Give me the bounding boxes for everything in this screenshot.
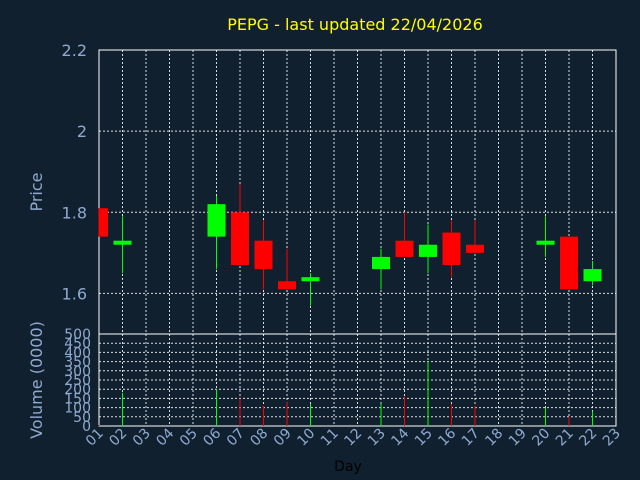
candle-body bbox=[372, 256, 390, 270]
x-tick-label: 08 bbox=[247, 426, 271, 450]
volume-y-tick-label: 400 bbox=[64, 345, 91, 361]
candle-body bbox=[99, 208, 108, 237]
candle bbox=[372, 248, 390, 290]
volume-y-tick-label: 450 bbox=[64, 336, 91, 352]
candle bbox=[207, 196, 226, 270]
price-y-tick-label: 1.6 bbox=[62, 284, 87, 303]
x-tick-label: 06 bbox=[200, 425, 224, 449]
x-tick-label: 07 bbox=[224, 426, 248, 450]
price-y-ticks: 2.2 2 1.8 1.6 bbox=[62, 41, 87, 303]
price-axis-label: Price bbox=[27, 172, 46, 211]
x-tick-label: 03 bbox=[130, 426, 154, 450]
volume-axis-label: Volume (0000) bbox=[27, 321, 46, 439]
chart-title: PEPG - last updated 22/04/2026 bbox=[227, 15, 483, 34]
candle bbox=[231, 183, 249, 266]
candle bbox=[466, 220, 484, 253]
candle bbox=[395, 212, 414, 257]
candle-body bbox=[301, 277, 320, 282]
x-tick-label: 10 bbox=[294, 426, 318, 450]
x-tick-label: 12 bbox=[341, 426, 365, 450]
candle bbox=[583, 260, 602, 286]
volume-y-tick-label: 300 bbox=[64, 364, 91, 380]
candle bbox=[419, 224, 437, 274]
candle bbox=[113, 216, 132, 274]
x-tick-label: 15 bbox=[412, 426, 436, 450]
volume-y-tick-label: 150 bbox=[64, 391, 91, 407]
candle bbox=[442, 220, 461, 278]
candle bbox=[536, 216, 555, 257]
x-tick-label: 17 bbox=[459, 426, 483, 450]
x-axis-label: Day bbox=[334, 459, 362, 475]
x-tick-label: 23 bbox=[600, 426, 624, 450]
volume-y-tick-label: 350 bbox=[64, 355, 91, 371]
candle-body bbox=[536, 240, 555, 245]
candle bbox=[560, 236, 578, 290]
candle-body bbox=[207, 204, 226, 237]
candle bbox=[301, 273, 320, 306]
volume-y-tick-label: 100 bbox=[64, 401, 91, 417]
x-tick-label: 16 bbox=[435, 425, 459, 449]
volume-y-tick-label: 0 bbox=[82, 419, 91, 435]
x-tick-label: 19 bbox=[506, 426, 530, 450]
price-y-tick-label: 1.8 bbox=[62, 203, 87, 222]
x-ticks: 01 02 03 04 05 06 07 08 09 10 11 12 13 14 15 16 17 18 19 20… bbox=[83, 425, 624, 449]
candle bbox=[278, 248, 296, 290]
candle-body bbox=[560, 236, 578, 290]
candle-body bbox=[231, 212, 249, 266]
candle-body bbox=[583, 269, 602, 282]
x-tick-label: 21 bbox=[553, 426, 577, 450]
volume-y-tick-label: 200 bbox=[64, 382, 91, 398]
candle bbox=[254, 220, 273, 290]
x-tick-label: 22 bbox=[576, 426, 600, 450]
candle bbox=[98, 208, 108, 237]
x-tick-label: 20 bbox=[529, 426, 553, 450]
x-tick-label: 18 bbox=[482, 426, 506, 450]
x-tick-label: 09 bbox=[271, 426, 295, 450]
price-y-tick-label: 2 bbox=[77, 122, 87, 141]
candles bbox=[98, 183, 602, 306]
volume-y-tick-label: 50 bbox=[73, 410, 91, 426]
price-grid bbox=[99, 49, 617, 334]
x-tick-label: 04 bbox=[153, 425, 177, 449]
candle-body bbox=[419, 244, 437, 257]
candle-body bbox=[442, 232, 461, 266]
x-tick-label: 02 bbox=[106, 426, 130, 450]
volume-grid bbox=[99, 333, 617, 427]
volume-y-tick-label: 250 bbox=[64, 373, 91, 389]
volume-y-tick-label: 500 bbox=[64, 327, 91, 343]
x-tick-label: 13 bbox=[365, 426, 389, 450]
candle-body bbox=[395, 240, 414, 257]
x-tick-label: 11 bbox=[318, 426, 342, 450]
volume-bars bbox=[98, 361, 593, 426]
price-y-tick-label: 2.2 bbox=[62, 41, 87, 60]
candle-body bbox=[113, 240, 132, 245]
x-tick-label: 05 bbox=[177, 426, 201, 450]
candle-body bbox=[466, 244, 484, 253]
candle-body bbox=[254, 240, 273, 270]
candle-body bbox=[278, 281, 296, 290]
x-tick-label: 14 bbox=[388, 425, 412, 449]
